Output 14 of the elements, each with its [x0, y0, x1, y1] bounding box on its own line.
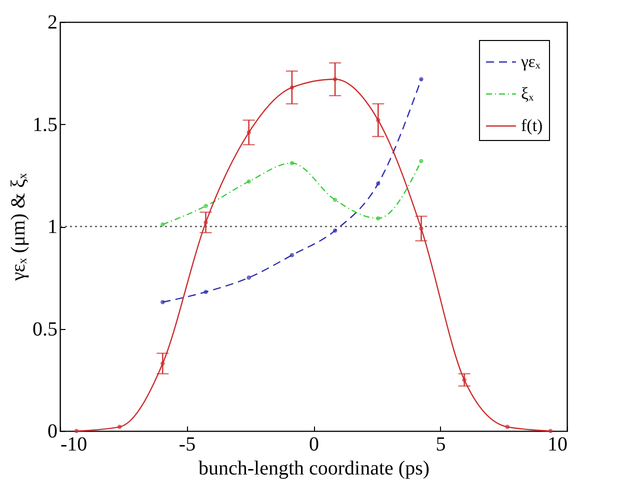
x-tick-label: -10	[60, 434, 88, 456]
legend-label: f(t)	[521, 116, 543, 135]
y-tick-label: 1	[48, 216, 58, 238]
legend-label: ξₓ	[521, 84, 534, 103]
legend-label: γεₓ	[520, 52, 540, 71]
x-axis-title: bunch-length coordinate (ps)	[198, 458, 430, 480]
x-tick-label: 10	[548, 434, 568, 456]
y-tick-label: 1.5	[32, 114, 58, 136]
y-tick-label: 0.5	[32, 318, 58, 340]
x-tick-label: 5	[436, 434, 446, 456]
y-tick-label: 2	[48, 12, 58, 34]
y-axis-title: γεₓ (μm) & ξₓ	[8, 173, 30, 282]
x-tick-label: 0	[309, 434, 319, 456]
x-tick-label: -5	[178, 434, 196, 456]
